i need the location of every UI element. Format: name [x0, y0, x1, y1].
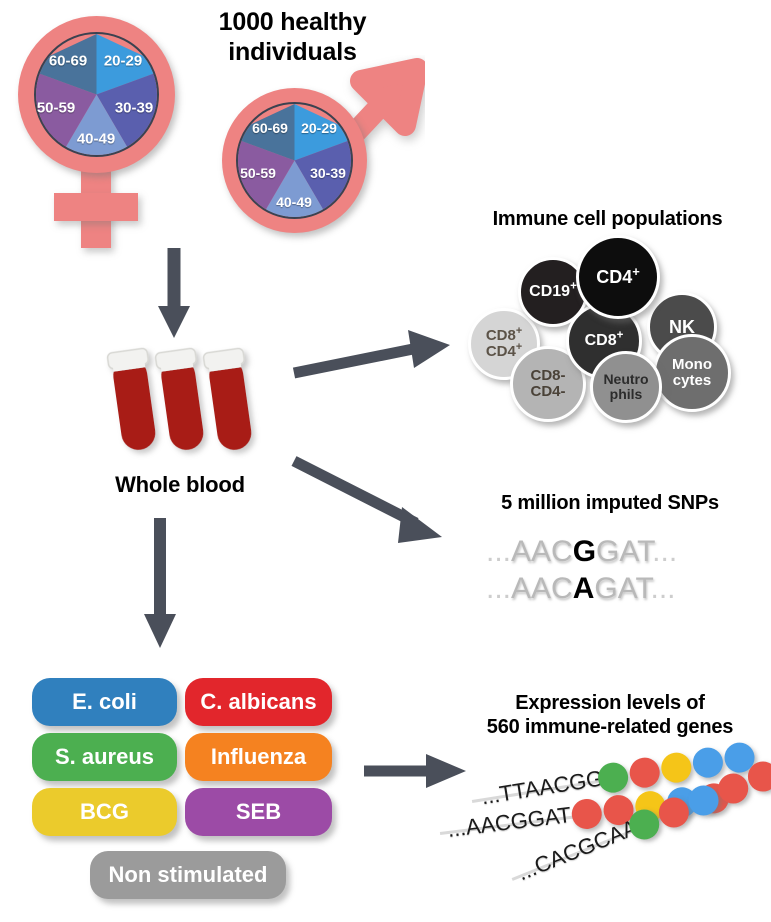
cohort-title-line1: 1000 healthy: [218, 8, 367, 36]
pie-label-50-59: 50-59: [36, 99, 76, 117]
strand-sequence: ...AACGGAT: [446, 801, 573, 842]
pie-label-60-69: 60-69: [252, 120, 288, 136]
snp-sequence-row-1: ...AACGGAT...: [486, 535, 677, 569]
genes-title-line1: Expression levels of: [515, 692, 705, 714]
pie-label-20-29: 20-29: [103, 52, 143, 70]
female-symbol-crossbar: [54, 193, 138, 221]
gene-bead: [627, 755, 662, 790]
arrow-blood-to-snps: [291, 456, 442, 543]
snp-variant: A: [572, 572, 595, 605]
male-age-pie-chart: [236, 102, 353, 219]
pie-label-20-29: 20-29: [301, 120, 337, 136]
whole-blood-label: Whole blood: [115, 472, 245, 497]
pie-label-40-49: 40-49: [276, 194, 312, 210]
snp-variant: G: [572, 535, 597, 568]
cell-neutrophils: Neutro phils: [590, 351, 662, 423]
stimulus-influenza[interactable]: Influenza: [185, 733, 332, 781]
stimulus-non-stimulated[interactable]: Non stimulated: [90, 851, 286, 899]
blood-tubes-group: [95, 340, 275, 465]
male-gender-symbol: 20-29 30-39 40-49 50-59 60-69: [200, 55, 425, 255]
cell-cd4: CD4+: [576, 235, 660, 319]
gene-bead: [690, 745, 726, 780]
snp-before: AAC: [511, 535, 573, 568]
stimulus-seb[interactable]: SEB: [185, 788, 332, 836]
snp-sequence-row-2: ...AACAGAT...: [486, 572, 676, 606]
arrow-cohort-to-blood: [158, 248, 190, 338]
gene-bead: [659, 750, 694, 785]
immune-cells-title: Immune cell populations: [492, 208, 723, 230]
female-gender-symbol: 20-29 30-39 40-49 50-59 60-69: [10, 10, 200, 248]
arrow-stimuli-to-genes: [364, 754, 466, 788]
male-symbol-arrow: [314, 58, 425, 176]
pie-label-50-59: 50-59: [240, 165, 276, 181]
arrow-blood-to-cells: [292, 330, 450, 379]
snp-after: GAT: [594, 572, 651, 605]
pie-label-40-49: 40-49: [76, 130, 116, 148]
female-age-pie-chart: [34, 32, 159, 157]
genes-title: Expression levels of 560 immune-related …: [455, 692, 765, 739]
cell-monocytes: Mono cytes: [653, 334, 731, 412]
snp-suffix: ...: [650, 572, 676, 605]
stimulus-s-aureus[interactable]: S. aureus: [32, 733, 177, 781]
stimulus-bcg[interactable]: BCG: [32, 788, 177, 836]
snp-prefix: ...: [486, 572, 512, 605]
cohort-title-line2: individuals: [228, 37, 357, 66]
cohort-title: 1000 healthy individuals: [185, 8, 400, 67]
pie-label-30-39: 30-39: [114, 99, 154, 117]
genes-title-line2: 560 immune-related genes: [486, 715, 734, 738]
pie-label-60-69: 60-69: [48, 52, 88, 70]
arrow-blood-to-stimuli: [144, 518, 176, 648]
snp-after: GAT: [596, 535, 653, 568]
snps-title: 5 million imputed SNPs: [501, 492, 719, 514]
snp-prefix: ...: [486, 535, 512, 568]
stimulus-e-coli[interactable]: E. coli: [32, 678, 177, 726]
snp-suffix: ...: [652, 535, 678, 568]
pie-label-30-39: 30-39: [310, 165, 346, 181]
snp-before: AAC: [511, 572, 573, 605]
stimulus-c-albicans[interactable]: C. albicans: [185, 678, 332, 726]
